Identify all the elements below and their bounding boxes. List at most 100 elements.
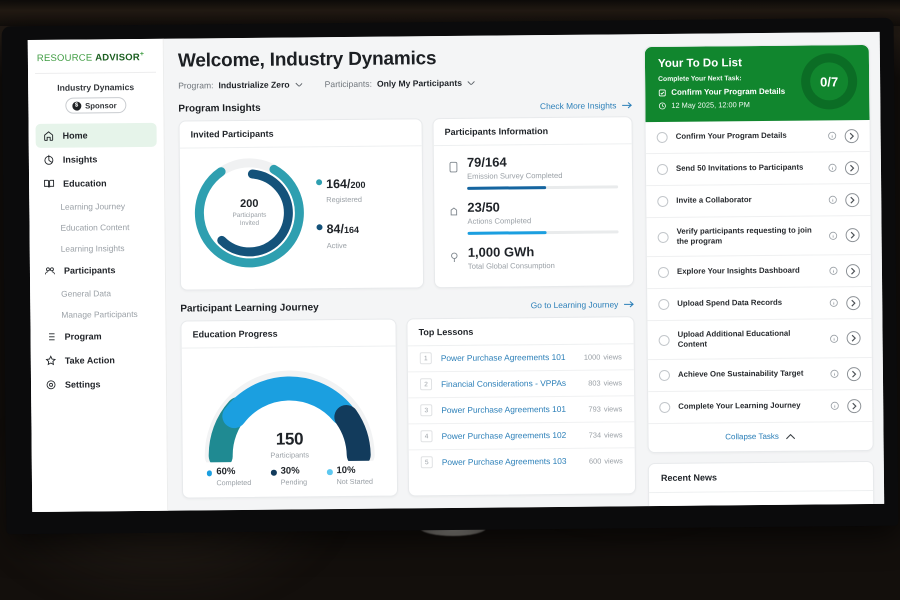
progress-fill (467, 230, 547, 235)
collapse-tasks-button[interactable]: Collapse Tasks (648, 422, 872, 452)
task-checkbox[interactable] (658, 298, 670, 311)
list-item[interactable]: Verify participants requesting to join t… (646, 215, 871, 258)
top-lessons-card: Top Lessons 1 Power Purchase Agreements … (406, 316, 637, 497)
program-filter[interactable]: Program: Industrialize Zero (178, 79, 303, 91)
info-icon[interactable] (830, 334, 839, 343)
sponsor-badge[interactable]: $ Sponsor (64, 97, 127, 114)
program-filter-value: Industrialize Zero (218, 79, 290, 91)
chevron-right-icon[interactable] (846, 295, 861, 310)
sidebar-item-general-data[interactable]: General Data (61, 287, 112, 299)
list-item[interactable]: Invite a Collaborator (646, 183, 871, 219)
participants-filter[interactable]: Participants: Only My Participants (325, 78, 475, 89)
sidebar-item-participants[interactable]: Participants (37, 258, 158, 283)
table-row[interactable]: 1 Power Purchase Agreements 101 1000 view… (407, 344, 634, 373)
gauge-svg (204, 370, 375, 469)
lesson-name[interactable]: Power Purchase Agreements 101 (440, 352, 566, 364)
todo-due: 12 May 2025, 12:00 PM (658, 99, 856, 110)
task-checkbox[interactable] (656, 131, 668, 144)
legend-label: Active (326, 240, 347, 250)
info-icon[interactable] (829, 298, 838, 307)
link-label: Go to Learning Journey (530, 299, 619, 311)
info-icon[interactable] (829, 231, 838, 240)
info-icon[interactable] (830, 369, 839, 378)
list-item[interactable]: Upload Spend Data Records (647, 286, 872, 322)
legend-dot-pending (271, 469, 277, 476)
lesson-name[interactable]: Financial Considerations - VPPAs (440, 378, 567, 390)
lesson-name[interactable]: Power Purchase Agreements 102 (441, 430, 567, 442)
sponsor-badge-wrap: $ Sponsor (28, 97, 163, 122)
lesson-rank: 4 (420, 430, 433, 443)
metric-value: 23/50 (467, 199, 500, 215)
lesson-rank: 5 (420, 456, 433, 469)
sidebar-item-program[interactable]: Program (37, 324, 158, 349)
home-icon (43, 130, 55, 142)
info-icon[interactable] (830, 401, 839, 410)
brand-logo[interactable]: RESOURCE ADVISOR+ (28, 45, 163, 73)
list-item[interactable]: Explore Your Insights Dashboard (646, 254, 872, 290)
table-row[interactable]: 2 Financial Considerations - VPPAs 803 vi… (407, 370, 635, 399)
app-root: RESOURCE ADVISOR+ Industry Dynamics $ Sp… (27, 31, 885, 513)
program-filter-label: Program: (178, 80, 214, 91)
chevron-right-icon[interactable] (845, 228, 860, 243)
info-icon[interactable] (829, 266, 838, 275)
table-row[interactable]: 5 Power Purchase Agreements 103 600 views (409, 448, 635, 475)
donut-legend: 164/200 Registered 84/164 Active (314, 174, 366, 250)
sidebar-item-label: Education (63, 178, 107, 189)
sidebar-item-insights[interactable]: Insights (36, 147, 157, 172)
info-icon[interactable] (828, 195, 837, 204)
chevron-right-icon[interactable] (844, 128, 859, 143)
info-icon[interactable] (828, 131, 837, 140)
task-checkbox[interactable] (657, 231, 669, 243)
sidebar-item-manage-participants[interactable]: Manage Participants (61, 308, 138, 320)
task-checkbox[interactable] (657, 195, 669, 208)
task-checkbox[interactable] (657, 266, 670, 279)
chevron-right-icon[interactable] (844, 160, 860, 175)
clock-icon (658, 101, 666, 109)
chevron-right-icon[interactable] (847, 398, 862, 413)
donut-center-value: 200 (240, 197, 259, 210)
lesson-name[interactable]: Power Purchase Agreements 103 (441, 456, 567, 468)
list-item[interactable]: Confirm Your Program Details (645, 119, 870, 155)
legend-value: 84/ (326, 222, 345, 237)
task-checkbox[interactable] (656, 163, 669, 176)
chevron-right-icon[interactable] (845, 192, 860, 207)
metric-value: 79/164 (466, 154, 507, 170)
insights-icon (43, 154, 55, 166)
lesson-views-suffix: views (603, 404, 623, 414)
sidebar-item-education[interactable]: Education (36, 171, 157, 196)
lesson-views: 600 views (586, 456, 623, 466)
task-checkbox[interactable] (659, 401, 671, 414)
checklist-icon (658, 89, 666, 96)
task-checkbox[interactable] (658, 334, 670, 346)
card-title: Recent News (648, 462, 874, 494)
table-row[interactable]: 3 Power Purchase Agreements 101 793 views (408, 396, 635, 425)
list-item[interactable]: Complete Your Learning Journey (648, 390, 873, 425)
lesson-name[interactable]: Power Purchase Agreements 101 (441, 404, 567, 416)
sidebar-item-home[interactable]: Home (35, 122, 157, 149)
chevron-right-icon[interactable] (845, 263, 861, 278)
chevron-right-icon[interactable] (846, 331, 861, 346)
participants-filter-value: Only My Participants (376, 77, 463, 89)
task-checkbox[interactable] (658, 369, 671, 382)
go-to-learning-journey-link[interactable]: Go to Learning Journey (531, 300, 635, 311)
sidebar-item-education-content[interactable]: Education Content (60, 221, 130, 233)
metric-label: Total Global Consumption (467, 260, 555, 271)
main-content: Welcome, Industry Dynamics Program: Indu… (164, 32, 884, 511)
organization-name: Industry Dynamics (57, 82, 135, 93)
page-title: Welcome, Industry Dynamics (177, 48, 437, 72)
check-more-insights-link[interactable]: Check More Insights (540, 100, 632, 111)
sidebar-item-learning-insights[interactable]: Learning Insights (60, 242, 125, 254)
list-item[interactable]: Send 50 Invitations to Participants (645, 151, 871, 187)
link-label: Check More Insights (539, 99, 617, 111)
sidebar-item-settings[interactable]: Settings (38, 372, 159, 397)
table-row[interactable]: 4 Power Purchase Agreements 102 734 views (408, 422, 635, 451)
sidebar-item-take-action[interactable]: Take Action (38, 348, 159, 373)
lesson-views-value: 600 (588, 456, 602, 466)
todo-next-task-label: Confirm Your Program Details (671, 86, 786, 97)
info-icon[interactable] (828, 163, 837, 172)
list-item[interactable]: Upload Additional Educational Content (647, 318, 872, 361)
chevron-right-icon[interactable] (846, 366, 862, 381)
sidebar-item-learning-journey[interactable]: Learning Journey (60, 200, 126, 212)
sidebar-item-label: Home (62, 130, 88, 141)
list-item[interactable]: Achieve One Sustainability Target (647, 358, 873, 393)
